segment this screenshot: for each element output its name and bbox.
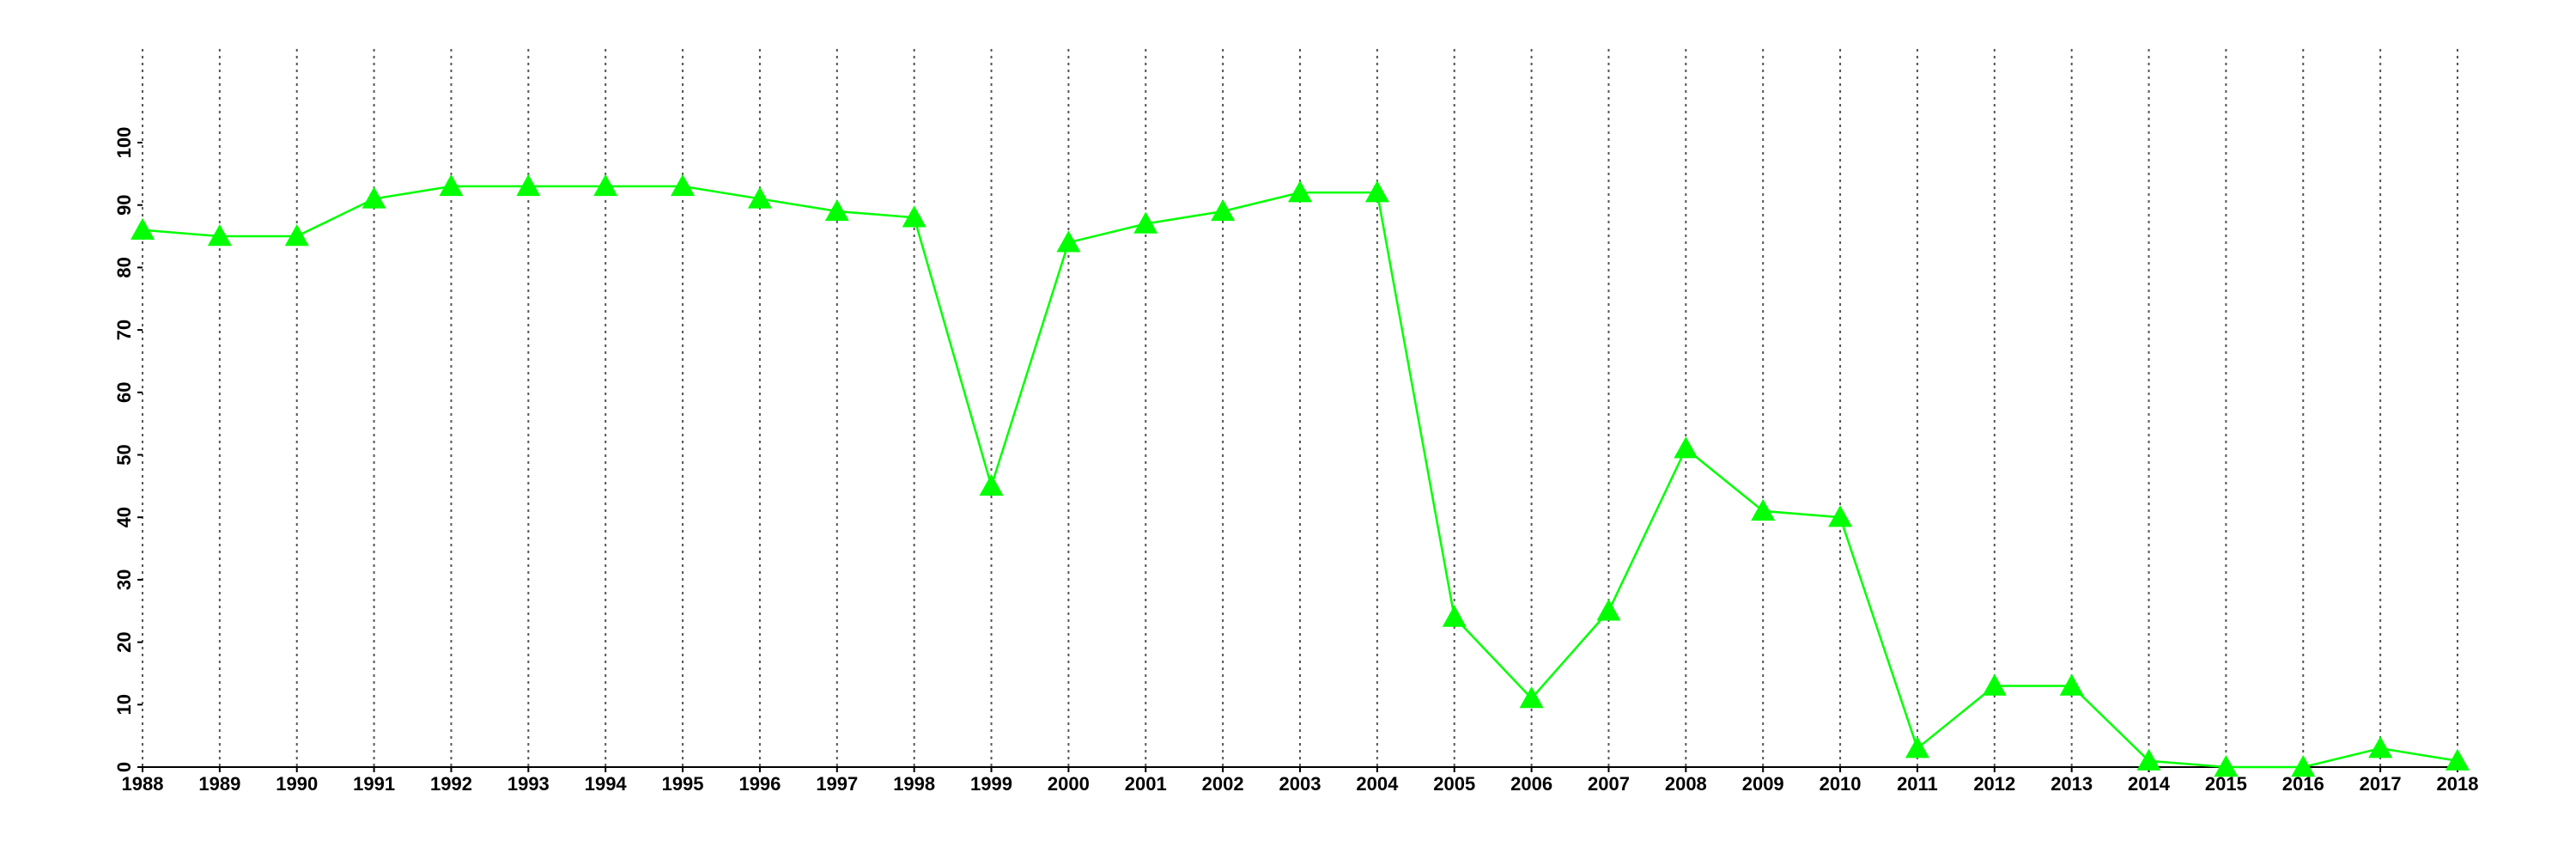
x-tick-label: 1998 — [893, 773, 935, 795]
data-point — [1519, 686, 1544, 709]
data-point — [593, 174, 618, 197]
data-point — [2291, 755, 2316, 777]
x-tick-label: 2017 — [2360, 773, 2402, 795]
x-tick-label: 1989 — [198, 773, 240, 795]
x-tick-label: 1995 — [662, 773, 704, 795]
y-tick-label: 20 — [113, 631, 135, 652]
y-tick-label: 30 — [113, 570, 135, 590]
x-tick-label: 2011 — [1897, 773, 1938, 795]
x-tick-label: 2013 — [2050, 773, 2093, 795]
y-tick-label: 100 — [113, 127, 135, 159]
data-point — [284, 224, 309, 247]
y-tick-label: 10 — [113, 694, 135, 715]
x-tick-label: 2002 — [1202, 773, 1244, 795]
x-tick-label: 1996 — [738, 773, 781, 795]
data-point — [1828, 505, 1853, 527]
data-point — [439, 174, 464, 197]
x-tick-label: 1991 — [353, 773, 395, 795]
data-point — [1751, 498, 1776, 521]
data-point — [902, 205, 927, 228]
data-point — [1596, 599, 1621, 621]
data-point — [207, 224, 232, 247]
data-point — [979, 473, 1004, 497]
data-point — [2059, 673, 2084, 696]
y-tick-label: 80 — [113, 257, 135, 277]
y-tick-label: 40 — [113, 507, 135, 527]
x-tick-label: 2005 — [1433, 773, 1475, 795]
x-tick-label: 1999 — [970, 773, 1012, 795]
x-tick-label: 1990 — [276, 773, 318, 795]
x-tick-label: 2000 — [1048, 773, 1090, 795]
data-point — [671, 174, 696, 197]
x-tick-label: 2014 — [2128, 773, 2171, 795]
x-tick-label: 1988 — [122, 773, 164, 795]
x-tick-label: 2006 — [1510, 773, 1552, 795]
y-tick-label: 70 — [113, 320, 135, 340]
data-point — [1674, 436, 1698, 459]
data-point — [824, 198, 849, 222]
x-tick-label: 2012 — [1973, 773, 2015, 795]
x-tick-label: 2001 — [1125, 773, 1167, 795]
data-point — [2368, 736, 2393, 758]
data-point — [1982, 673, 2007, 696]
data-point — [2445, 748, 2470, 771]
y-tick-label: 50 — [113, 444, 135, 465]
x-tick-label: 2008 — [1665, 773, 1707, 795]
data-point — [1905, 736, 1929, 758]
x-tick-label: 1994 — [585, 773, 628, 795]
y-tick-label: 90 — [113, 194, 135, 215]
x-tick-label: 2018 — [2437, 773, 2479, 795]
data-point — [131, 217, 155, 240]
x-tick-label: 1997 — [816, 773, 858, 795]
data-point — [1442, 605, 1467, 627]
x-tick-label: 1992 — [430, 773, 472, 795]
x-tick-label: 2010 — [1820, 773, 1862, 795]
x-tick-label: 2003 — [1279, 773, 1321, 795]
data-point — [747, 186, 772, 209]
x-tick-label: 1993 — [507, 773, 550, 795]
data-point — [1133, 211, 1158, 234]
data-point — [516, 174, 541, 197]
data-point — [1211, 198, 1236, 222]
x-tick-label: 2007 — [1588, 773, 1630, 795]
data-point — [1364, 180, 1389, 203]
data-point — [1056, 230, 1081, 253]
y-tick-label: 60 — [113, 382, 135, 403]
y-tick-label: 0 — [113, 762, 135, 772]
data-point — [361, 186, 386, 209]
data-point — [2136, 748, 2161, 771]
x-tick-label: 2009 — [1742, 773, 1784, 795]
data-point — [1288, 180, 1312, 203]
data-point — [2214, 755, 2239, 777]
x-tick-label: 2004 — [1356, 773, 1399, 795]
